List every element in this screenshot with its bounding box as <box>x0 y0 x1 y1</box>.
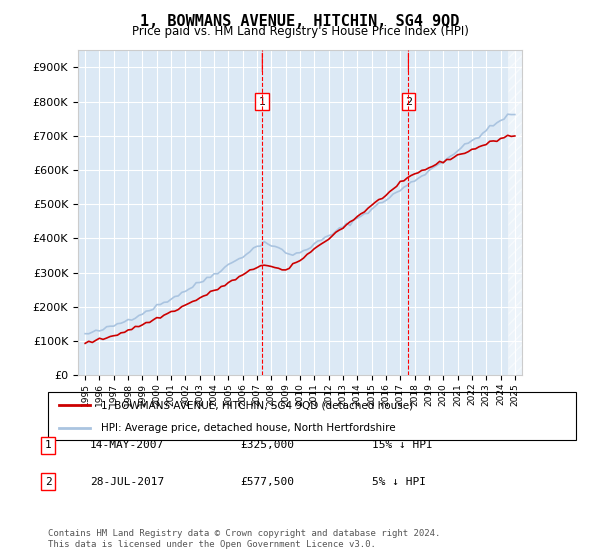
Text: 1, BOWMANS AVENUE, HITCHIN, SG4 9QD (detached house): 1, BOWMANS AVENUE, HITCHIN, SG4 9QD (det… <box>101 400 413 410</box>
Text: 1: 1 <box>259 97 266 107</box>
Text: £577,500: £577,500 <box>240 477 294 487</box>
Text: 2: 2 <box>405 97 412 107</box>
Text: 1: 1 <box>44 440 52 450</box>
Text: 2: 2 <box>44 477 52 487</box>
Text: Contains HM Land Registry data © Crown copyright and database right 2024.
This d: Contains HM Land Registry data © Crown c… <box>48 529 440 549</box>
Text: 5% ↓ HPI: 5% ↓ HPI <box>372 477 426 487</box>
Text: 14-MAY-2007: 14-MAY-2007 <box>90 440 164 450</box>
Text: 15% ↓ HPI: 15% ↓ HPI <box>372 440 433 450</box>
Text: 28-JUL-2017: 28-JUL-2017 <box>90 477 164 487</box>
Bar <box>508 50 522 375</box>
Text: HPI: Average price, detached house, North Hertfordshire: HPI: Average price, detached house, Nort… <box>101 423 395 433</box>
Text: Price paid vs. HM Land Registry's House Price Index (HPI): Price paid vs. HM Land Registry's House … <box>131 25 469 38</box>
Text: 1, BOWMANS AVENUE, HITCHIN, SG4 9QD: 1, BOWMANS AVENUE, HITCHIN, SG4 9QD <box>140 14 460 29</box>
Text: £325,000: £325,000 <box>240 440 294 450</box>
